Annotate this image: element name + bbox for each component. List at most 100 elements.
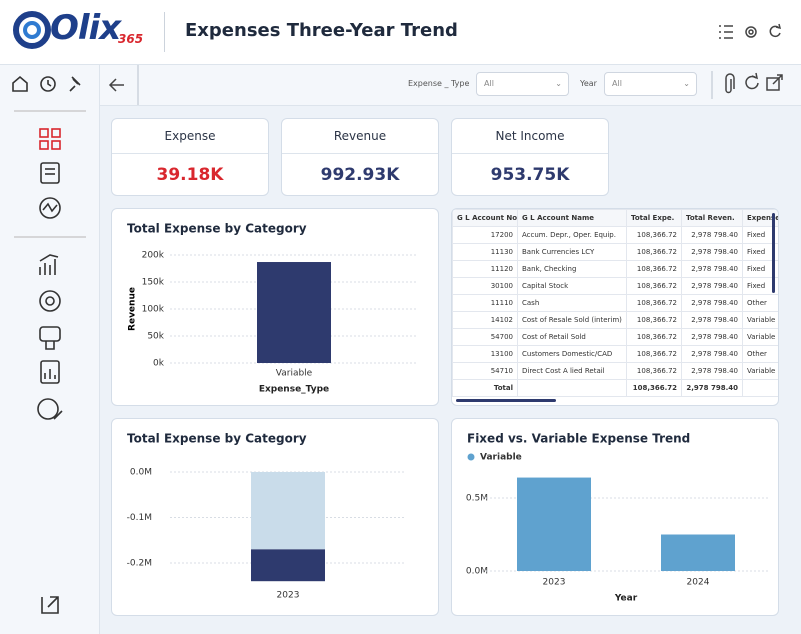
filter-select[interactable]: All ⌄: [476, 72, 569, 96]
table-cell: 11120: [452, 260, 518, 278]
legend-label: Variable: [480, 453, 522, 463]
table-cell: 108,366.72: [626, 311, 682, 329]
kpi-card: Revenue 992.93K: [281, 118, 439, 196]
table-cell: 11110: [452, 294, 518, 312]
filter-label: Year: [580, 79, 597, 88]
table-cell: [517, 379, 627, 397]
table-card: G L Account No G L Account Name Total Expe…: [451, 208, 779, 406]
chart-card: Fixed vs. Variable Expense Trend 0.0M 0.5M…: [451, 418, 779, 616]
table-cell: 2,978 798.40: [681, 362, 743, 380]
table-cell: Capital Stock: [517, 277, 627, 295]
chevron: ⌄: [555, 79, 562, 88]
table-cell: 2,978 798.40: [681, 260, 743, 278]
filter-icons[interactable]: [100, 65, 801, 105]
table-cell: 2,978 798.40: [681, 345, 743, 363]
y-tick-label: -0.2M: [127, 559, 152, 569]
chart-card: Total Expense by Category 0.0M -0.1M -0.2M 2…: [111, 418, 439, 616]
table-cell: 17200: [452, 226, 518, 244]
table-cell: Accum. Depr., Oper. Equip.: [517, 226, 627, 244]
bar: [251, 472, 325, 550]
y-tick-label: 100k: [142, 305, 165, 315]
table-row: 17200 Accum. Depr., Oper. Equip. 108,366.7…: [452, 226, 778, 244]
kpi-label: Expense: [112, 119, 268, 154]
logo-text: Olix: [50, 8, 121, 48]
table-row: 11110 Cash 108,366.72 2,978 798.40 Other: [452, 294, 778, 312]
table: G L Account No G L Account Name Total Expe…: [452, 209, 778, 397]
table-cell: 108,366.72: [626, 345, 682, 363]
filter-select[interactable]: All ⌄: [604, 72, 697, 96]
y-axis-title: Revenue: [128, 287, 138, 331]
chart-title: Total Expense by Category: [127, 222, 307, 236]
table-cell: 108,366.72: [626, 362, 682, 380]
table-cell: 54710: [452, 362, 518, 380]
table-row: 54710 Direct Cost A lied Retail 108,366.72…: [452, 362, 778, 380]
table-cell: Cash: [517, 294, 627, 312]
page-title: Expenses Three-Year Trend: [185, 20, 458, 41]
table-row: 30100 Capital Stock 108,366.72 2,978 798.40…: [452, 277, 778, 295]
sidebar-icons[interactable]: [0, 65, 99, 634]
y-tick-label: 150k: [142, 278, 165, 288]
total-label: Total: [452, 379, 518, 397]
kpi-label: Net Income: [452, 119, 608, 154]
table-row: 11120 Bank, Checking 108,366.72 2,978 798.4…: [452, 260, 778, 278]
filter-value: All: [484, 79, 494, 88]
chart: Total Expense by Category 0.0M -0.1M -0.2M 2…: [127, 432, 406, 601]
y-tick-label: 200k: [142, 251, 165, 261]
table-cell: 13100: [452, 345, 518, 363]
logo-mark: [13, 11, 51, 49]
table-cell: 108,366.72: [626, 260, 682, 278]
legend-marker: [467, 453, 475, 461]
bar: [517, 477, 591, 571]
table-cell: 108,366.72: [626, 277, 682, 295]
kpi-card: Net Income 953.75K: [451, 118, 609, 196]
table-cell: Cost of Resale Sold (interim): [517, 311, 627, 329]
table-cell: 30100: [452, 277, 518, 295]
table-cell: Variable: [742, 328, 778, 346]
kpi-label: Revenue: [282, 119, 438, 154]
table-cell: 2,978 798.40: [681, 294, 743, 312]
bar: [661, 534, 735, 571]
kpi-value: 953.75K: [490, 165, 570, 185]
table-cell: 108,366.72: [626, 294, 682, 312]
y-tick-label: 50k: [147, 332, 164, 342]
table-cell: Variable: [742, 311, 778, 329]
total-value: 108,366.72: [626, 379, 682, 397]
logo-suffix: 365: [118, 32, 144, 46]
bar: [251, 549, 325, 582]
x-tick-label: 2023: [543, 578, 566, 588]
table-row: 54700 Cost of Retail Sold 108,366.72 2,978 …: [452, 328, 778, 346]
table-cell: 2,978 798.40: [681, 311, 743, 329]
table-row: 11130 Bank Currencies LCY 108,366.72 2,978 …: [452, 243, 778, 261]
table-cell: Customers Domestic/CAD: [517, 345, 627, 363]
y-tick-label: 0.0M: [466, 567, 488, 577]
table-cell: 2,978 798.40: [681, 243, 743, 261]
total-value: 2,978 798.40: [681, 379, 743, 397]
table-cell: 108,366.72: [626, 328, 682, 346]
column-header: Expense_Ty: [742, 209, 778, 227]
x-tick-label: Variable: [276, 369, 313, 379]
table-cell: Cost of Retail Sold: [517, 328, 627, 346]
v-scrollbar: [772, 213, 775, 293]
table-cell: 54700: [452, 328, 518, 346]
table-total-row: Total 108,366.72 2,978 798.40: [452, 379, 778, 397]
x-tick-label: 2024: [687, 578, 710, 588]
table-cell: Bank Currencies LCY: [517, 243, 627, 261]
table-header-row: G L Account No G L Account Name Total Expe…: [452, 209, 778, 227]
x-tick-label: 2023: [277, 591, 300, 601]
chart: Total Expense by Category 0k 50k 100k 150k 20…: [127, 222, 418, 395]
table-cell: 14102: [452, 311, 518, 329]
table-cell: Bank, Checking: [517, 260, 627, 278]
divider: [164, 12, 165, 52]
table-cell: Other: [742, 345, 778, 363]
chart: Fixed vs. Variable Expense Trend 0.0M 0.5M…: [466, 432, 770, 604]
column-header: G L Account Name: [517, 209, 627, 227]
header-icons[interactable]: [716, 22, 786, 42]
table-cell: 2,978 798.40: [681, 277, 743, 295]
table-cell: 11130: [452, 243, 518, 261]
column-header: Total Reven.: [681, 209, 743, 227]
y-tick-label: 0k: [153, 359, 165, 369]
y-tick-label: 0.5M: [466, 494, 488, 504]
chevron: ⌄: [683, 79, 690, 88]
table-cell: Other: [742, 294, 778, 312]
